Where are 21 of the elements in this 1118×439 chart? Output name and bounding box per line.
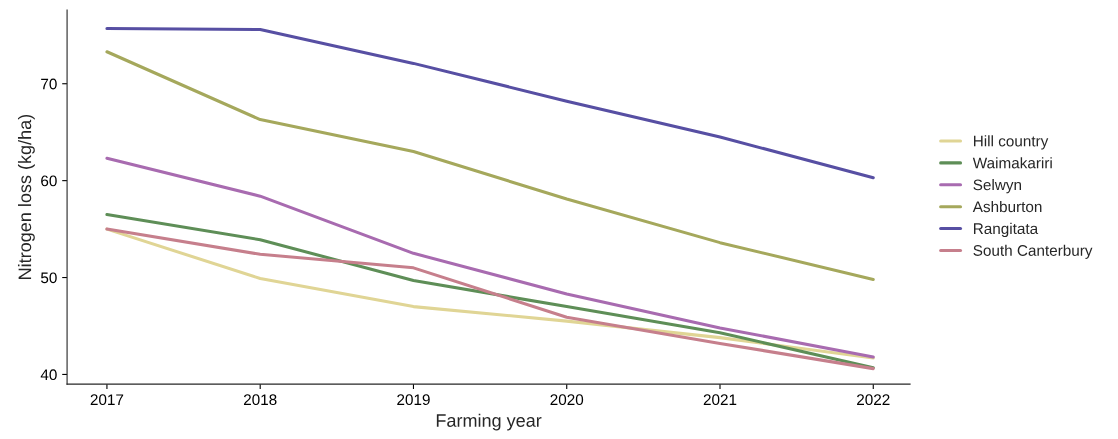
y-tick-label: 40 <box>40 369 57 381</box>
line-series <box>105 26 875 180</box>
x-tick-label: 2017 <box>90 394 124 406</box>
legend-label: Waimakariri <box>972 157 1052 169</box>
x-axis-title: Farming year <box>436 413 542 431</box>
y-tick-label: 60 <box>41 175 57 187</box>
legend-label: Rangitata <box>974 222 1039 238</box>
legend-label: Hill country <box>974 135 1049 150</box>
legend-label: Selwyn <box>973 179 1021 194</box>
legend-label: South Canterbury <box>973 244 1093 259</box>
line-series <box>105 50 875 281</box>
y-tick-label: 70 <box>41 78 57 90</box>
x-tick-label: 2022 <box>857 394 890 406</box>
x-tick-label: 2020 <box>550 394 584 406</box>
x-tick-label: 2019 <box>397 394 430 406</box>
x-tick-label: 2018 <box>243 394 277 406</box>
y-axis-title: Nitrogen loss (kg/ha) <box>17 114 35 279</box>
x-tick-label: 2021 <box>703 394 737 406</box>
y-tick-label: 50 <box>40 272 57 284</box>
legend-label: Ashburton <box>972 200 1042 213</box>
line-series <box>105 156 875 359</box>
